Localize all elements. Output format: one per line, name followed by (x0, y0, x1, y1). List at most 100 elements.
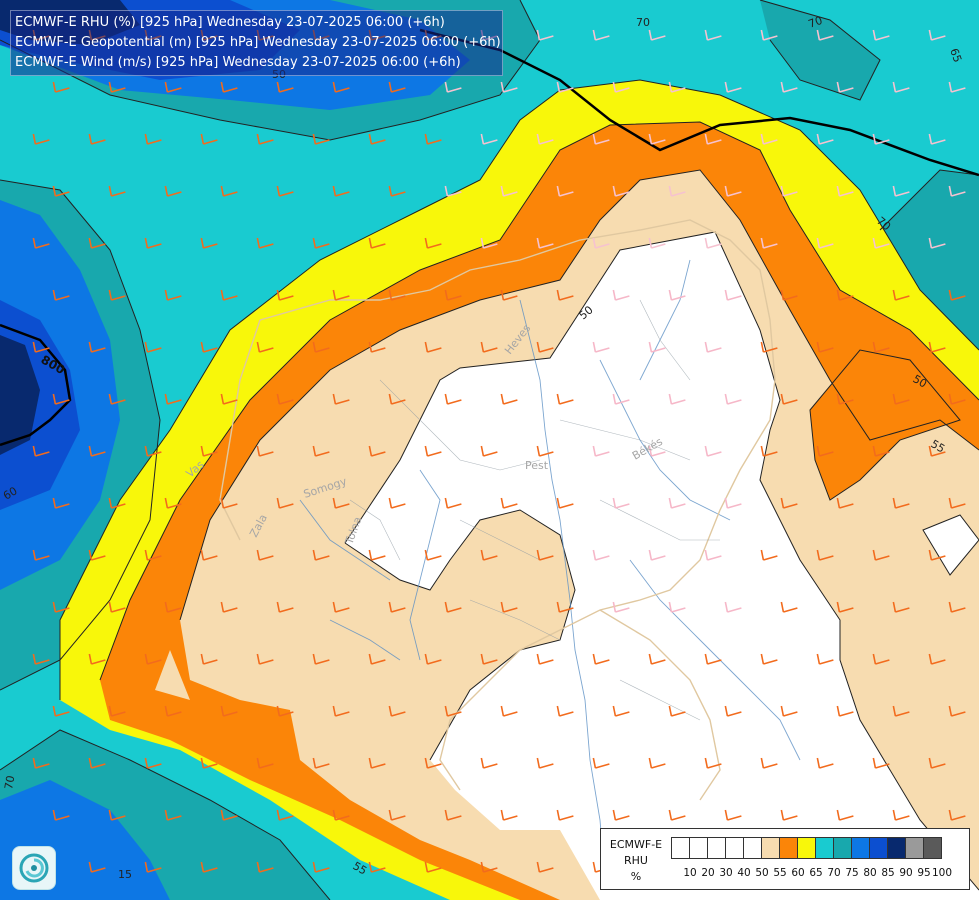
wind-barb (88, 341, 106, 353)
wind-barb (892, 809, 910, 821)
wind-barb (480, 445, 498, 457)
wind-barb (480, 861, 498, 873)
wind-barb (648, 549, 666, 561)
contour-label-70: 70 (636, 16, 650, 29)
wind-barb (724, 393, 742, 405)
wind-barb (424, 653, 442, 665)
wind-barb (780, 497, 798, 509)
wind-barb (780, 705, 798, 717)
title-wind: ECMWF-E Wind (m/s) [925 hPa] Wednesday 2… (15, 55, 461, 70)
wind-barb (108, 809, 126, 821)
wind-barb (872, 237, 890, 249)
wind-barb (276, 289, 294, 301)
wind-barb (32, 133, 50, 145)
wind-barb (276, 185, 294, 197)
legend-swatch (887, 837, 906, 859)
wind-barb (444, 393, 462, 405)
wind-barb (220, 81, 238, 93)
wind-barb (836, 185, 854, 197)
wind-barb (648, 133, 666, 145)
legend-tick-label: 95 (917, 867, 931, 879)
wind-barb (368, 445, 386, 457)
wind-barb (704, 653, 722, 665)
legend-swatch (923, 837, 942, 859)
wind-barb (368, 237, 386, 249)
wind-barb (144, 341, 162, 353)
wind-barb (88, 757, 106, 769)
legend-tick-label: 40 (737, 867, 751, 879)
wind-barb (256, 861, 274, 873)
wind-barb (312, 757, 330, 769)
wind-barb (368, 653, 386, 665)
wind-barb (612, 601, 630, 613)
wind-barb (780, 601, 798, 613)
wind-barb (536, 445, 554, 457)
wind-barb (648, 29, 666, 41)
wind-barb (200, 237, 218, 249)
wind-barb (948, 81, 966, 93)
wind-barb (892, 289, 910, 301)
wind-barb (724, 289, 742, 301)
wind-barb (32, 237, 50, 249)
wind-barb (256, 341, 274, 353)
wind-barb (760, 445, 778, 457)
wind-barb (500, 601, 518, 613)
wind-barb (444, 601, 462, 613)
wind-barb (724, 601, 742, 613)
wind-barb (500, 289, 518, 301)
wind-barb (928, 653, 946, 665)
contour-label-70: 70 (2, 774, 17, 790)
legend-tick-label: 100 (931, 867, 953, 879)
wind-barb (500, 705, 518, 717)
rhu-60-east-lobe (810, 350, 960, 500)
wind-barb (88, 133, 106, 145)
wind-barb (332, 705, 350, 717)
wind-barb (32, 549, 50, 561)
wind-barb (536, 549, 554, 561)
wind-barb (872, 445, 890, 457)
wind-barb (872, 133, 890, 145)
wind-barb (480, 133, 498, 145)
ecmwf-logo (12, 846, 56, 890)
wind-barb (556, 497, 574, 509)
wind-barb (220, 185, 238, 197)
wind-barb (816, 445, 834, 457)
wind-barb (780, 809, 798, 821)
legend-tick-label: 60 (791, 867, 805, 879)
wind-barb (836, 809, 854, 821)
wind-barb (704, 445, 722, 457)
wind-barb (480, 341, 498, 353)
legend-swatch (671, 837, 690, 859)
wind-barb (256, 653, 274, 665)
wind-barb (52, 809, 70, 821)
wind-barb (724, 497, 742, 509)
wind-barb (836, 497, 854, 509)
wind-barb (836, 601, 854, 613)
wind-barb (444, 81, 462, 93)
wind-barb (480, 237, 498, 249)
wind-barb (88, 445, 106, 457)
wind-barb (52, 289, 70, 301)
wind-barb (200, 653, 218, 665)
contour-label-15: 15 (118, 868, 132, 881)
wind-barb (780, 185, 798, 197)
wind-barb (164, 601, 182, 613)
wind-barb (164, 497, 182, 509)
legend-swatch (797, 837, 816, 859)
wind-barb (892, 81, 910, 93)
legend-tick-label: 10 (683, 867, 697, 879)
wind-barb (704, 237, 722, 249)
legend-tick-label: 55 (773, 867, 787, 879)
wind-barb (108, 289, 126, 301)
wind-barb (200, 757, 218, 769)
rhu-50-region (345, 232, 979, 900)
wind-barb (424, 757, 442, 769)
wind-barb (780, 393, 798, 405)
wind-barb (948, 497, 966, 509)
wind-barb (200, 549, 218, 561)
wind-barb (592, 549, 610, 561)
wind-barb (556, 185, 574, 197)
wind-barb (816, 237, 834, 249)
wind-barb (220, 497, 238, 509)
